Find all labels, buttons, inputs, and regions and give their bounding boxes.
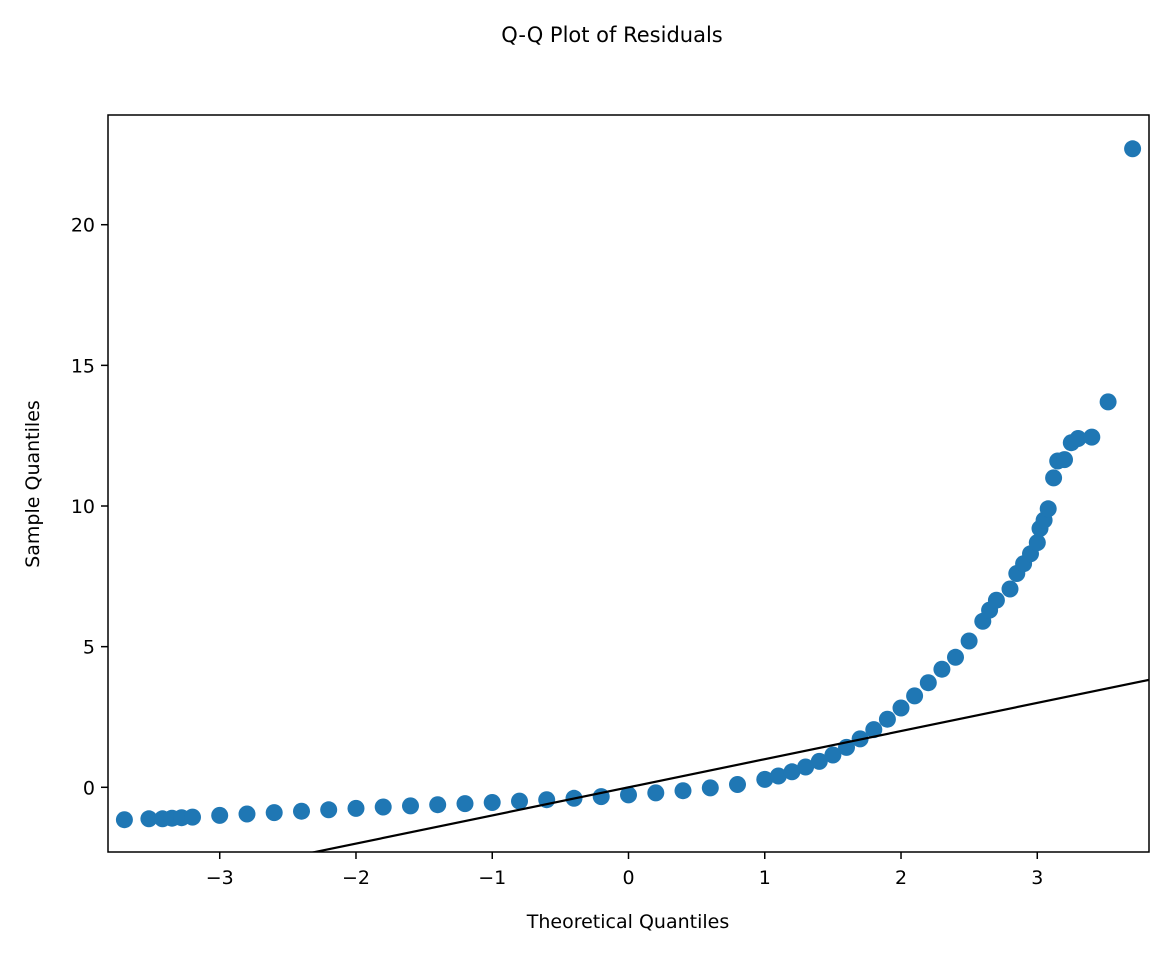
data-point <box>947 648 964 666</box>
data-point <box>674 782 692 800</box>
data-point <box>1083 428 1101 446</box>
x-tick-label: 0 <box>622 867 634 889</box>
data-point <box>429 796 447 814</box>
y-tick-label: 10 <box>71 496 95 518</box>
data-point <box>987 591 1005 609</box>
data-point <box>783 763 801 781</box>
data-point <box>265 804 283 822</box>
y-tick-label: 0 <box>83 777 95 799</box>
data-point <box>238 805 256 823</box>
y-tick-label: 15 <box>71 355 95 377</box>
chart-title: Q-Q Plot of Residuals <box>501 23 722 47</box>
data-point <box>1056 451 1073 469</box>
data-point <box>511 792 528 810</box>
data-point <box>1001 580 1019 598</box>
x-tick-label: 1 <box>759 867 771 889</box>
data-point <box>1069 430 1087 447</box>
data-point <box>184 808 201 826</box>
data-point <box>906 687 924 705</box>
data-point <box>402 797 419 815</box>
plot-frame <box>107 114 1150 853</box>
data-point <box>140 810 158 828</box>
x-axis-label: Theoretical Quantiles <box>526 911 729 933</box>
data-point <box>620 786 637 804</box>
data-point <box>1124 140 1142 158</box>
data-points <box>115 140 1142 829</box>
data-point <box>824 746 842 764</box>
data-point <box>960 632 978 650</box>
y-axis-label: Sample Quantiles <box>22 400 44 568</box>
data-point <box>293 802 310 820</box>
reference-line-group <box>309 678 1149 852</box>
data-point <box>729 776 746 793</box>
y-axis-ticks: 0 5 10 15 20 <box>71 215 108 799</box>
x-axis-ticks: −3 −2 −1 0 1 2 3 <box>206 852 1043 889</box>
data-point <box>347 799 365 817</box>
data-point <box>701 779 719 797</box>
data-point <box>1045 469 1063 487</box>
data-point <box>756 770 774 788</box>
data-point <box>919 674 937 692</box>
data-point <box>647 784 665 802</box>
y-tick-label: 20 <box>71 215 95 237</box>
x-tick-label: −1 <box>478 867 506 889</box>
data-point <box>1099 393 1117 411</box>
reference-line <box>309 678 1149 852</box>
data-point <box>810 752 828 770</box>
data-point <box>1039 500 1057 518</box>
y-tick-label: 5 <box>83 637 95 659</box>
data-point <box>892 699 910 717</box>
x-tick-label: −2 <box>342 867 370 889</box>
x-tick-label: −3 <box>206 867 234 889</box>
data-point <box>878 710 896 728</box>
x-tick-label: 2 <box>895 867 907 889</box>
data-point <box>115 811 133 829</box>
data-point <box>865 721 883 739</box>
x-tick-label: 3 <box>1031 867 1043 889</box>
data-point <box>769 767 787 785</box>
data-point <box>797 758 815 776</box>
data-point <box>1028 534 1046 552</box>
data-point <box>320 801 338 819</box>
data-point <box>456 795 474 813</box>
data-point <box>933 660 951 678</box>
data-point <box>374 798 392 816</box>
data-point <box>211 806 229 824</box>
data-point <box>483 794 501 811</box>
